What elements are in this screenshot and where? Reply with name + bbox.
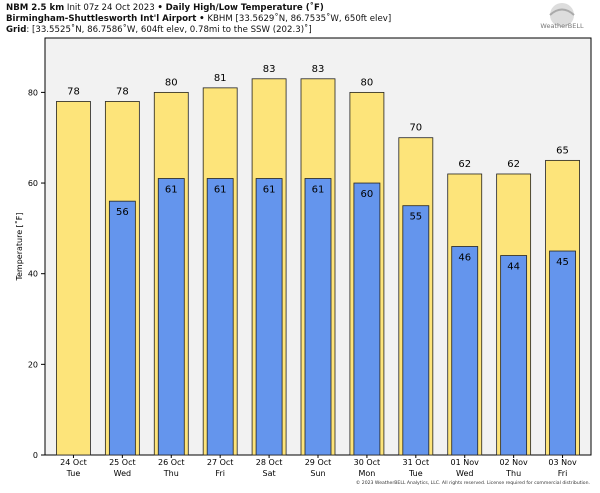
x-tick-date: 01 Nov bbox=[451, 458, 480, 467]
x-tick-date: 24 Oct bbox=[60, 458, 87, 467]
low-label: 45 bbox=[556, 257, 569, 268]
high-label: 62 bbox=[507, 159, 520, 170]
svg-text:WeatherBELL: WeatherBELL bbox=[540, 22, 584, 30]
low-bar bbox=[402, 205, 430, 456]
y-tick-label: 60 bbox=[28, 179, 38, 188]
y-axis-label: Temperature [˚F] bbox=[14, 212, 24, 281]
high-label: 78 bbox=[116, 86, 129, 97]
low-bar bbox=[108, 200, 136, 456]
low-bar bbox=[549, 250, 576, 456]
grid-label: Grid bbox=[6, 25, 27, 35]
x-tick-date: 30 Oct bbox=[354, 458, 381, 467]
low-bar bbox=[451, 246, 479, 456]
separator: • bbox=[199, 14, 205, 24]
x-tick-day: Thu bbox=[505, 469, 521, 478]
high-label: 70 bbox=[409, 123, 422, 134]
low-label: 61 bbox=[214, 185, 227, 196]
x-tick-day: Tue bbox=[408, 469, 423, 478]
x-tick-date: 27 Oct bbox=[207, 458, 234, 467]
copyright: © 2023 WeatherBELL Analytics, LLC. All r… bbox=[355, 481, 590, 486]
high-label: 65 bbox=[556, 145, 569, 156]
station-info: KBHM [33.5629˚N, 86.7535˚W, 650ft elev] bbox=[207, 14, 392, 24]
weatherbell-logo: WeatherBELL bbox=[540, 3, 584, 30]
low-bar bbox=[304, 178, 332, 456]
x-tick-day: Sat bbox=[263, 469, 276, 478]
x-tick-date: 03 Nov bbox=[548, 458, 577, 467]
low-label: 44 bbox=[507, 262, 520, 273]
grid-info: : [33.5525˚N, 86.7586˚W, 604ft elev, 0.7… bbox=[26, 25, 312, 35]
separator: • bbox=[157, 3, 163, 13]
x-tick-day: Mon bbox=[358, 469, 375, 478]
station-name: Birmingham-Shuttlesworth Int'l Airport bbox=[6, 14, 197, 24]
low-label: 61 bbox=[312, 185, 325, 196]
high-label: 62 bbox=[458, 159, 471, 170]
low-bar bbox=[353, 182, 381, 456]
high-label: 81 bbox=[214, 73, 227, 84]
y-tick-label: 40 bbox=[28, 270, 38, 279]
low-label: 61 bbox=[165, 185, 178, 196]
low-bar bbox=[157, 178, 185, 456]
title-line: NBM 2.5 km Init 07z 24 Oct 2023 • Daily … bbox=[6, 3, 324, 13]
high-label: 83 bbox=[312, 64, 325, 75]
chart-title: Daily High/Low Temperature (˚F) bbox=[165, 3, 324, 13]
x-tick-day: Thu bbox=[163, 469, 179, 478]
x-tick-day: Sun bbox=[310, 469, 325, 478]
high-label: 80 bbox=[165, 77, 178, 88]
high-label: 80 bbox=[361, 77, 374, 88]
grid-line: Grid: [33.5525˚N, 86.7586˚W, 604ft elev,… bbox=[6, 25, 312, 35]
model-name: NBM 2.5 km bbox=[6, 3, 65, 13]
low-bar bbox=[500, 255, 528, 456]
y-tick-label: 0 bbox=[33, 451, 38, 460]
low-label: 55 bbox=[409, 212, 422, 223]
low-bar bbox=[206, 178, 234, 456]
low-label: 61 bbox=[263, 185, 276, 196]
x-tick-date: 25 Oct bbox=[109, 458, 136, 467]
x-tick-day: Tue bbox=[66, 469, 81, 478]
x-tick-day: Wed bbox=[114, 469, 131, 478]
high-label: 83 bbox=[263, 64, 276, 75]
init-time: Init 07z 24 Oct 2023 bbox=[66, 3, 155, 13]
x-tick-date: 02 Nov bbox=[499, 458, 528, 467]
x-tick-date: 28 Oct bbox=[256, 458, 283, 467]
station-line: Birmingham-Shuttlesworth Int'l Airport •… bbox=[6, 14, 391, 24]
x-tick-date: 26 Oct bbox=[158, 458, 185, 467]
high-label: 78 bbox=[67, 86, 80, 97]
y-tick-label: 80 bbox=[28, 88, 38, 97]
x-tick-day: Wed bbox=[456, 469, 473, 478]
low-bar bbox=[255, 178, 283, 456]
x-tick-day: Fri bbox=[215, 469, 225, 478]
x-tick-date: 31 Oct bbox=[403, 458, 430, 467]
y-tick-label: 20 bbox=[28, 360, 38, 369]
low-label: 60 bbox=[361, 189, 374, 200]
low-label: 46 bbox=[458, 253, 471, 264]
x-tick-day: Fri bbox=[558, 469, 568, 478]
high-bar bbox=[56, 101, 91, 456]
low-label: 56 bbox=[116, 207, 129, 218]
x-tick-date: 29 Oct bbox=[305, 458, 332, 467]
